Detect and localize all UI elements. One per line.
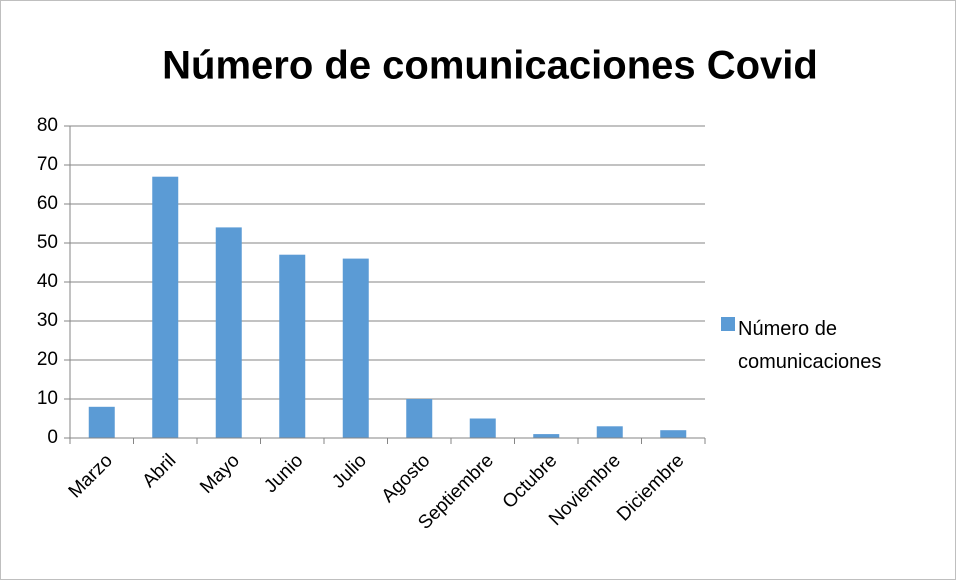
legend-label: Número de comunicaciones (738, 318, 882, 373)
y-tick-label: 50 (37, 232, 58, 253)
y-tick-label: 0 (47, 427, 58, 448)
y-tick-label: 80 (37, 115, 58, 136)
y-tick-label: 60 (37, 193, 58, 214)
chart-title: Número de comunicaciones Covid (162, 44, 818, 88)
bar (215, 227, 242, 438)
bar (596, 426, 623, 438)
y-tick-label: 70 (37, 154, 58, 175)
bar (406, 399, 433, 438)
legend-swatch (721, 317, 735, 331)
bar (152, 176, 179, 438)
bar (342, 258, 369, 438)
y-tick-label: 40 (37, 271, 58, 292)
bar (279, 254, 306, 438)
y-tick-label: 20 (37, 349, 58, 370)
bar (88, 406, 115, 438)
bar (660, 430, 687, 438)
bar (533, 434, 560, 438)
y-tick-label: 30 (37, 310, 58, 331)
bar (469, 418, 496, 438)
y-tick-label: 10 (37, 388, 58, 409)
